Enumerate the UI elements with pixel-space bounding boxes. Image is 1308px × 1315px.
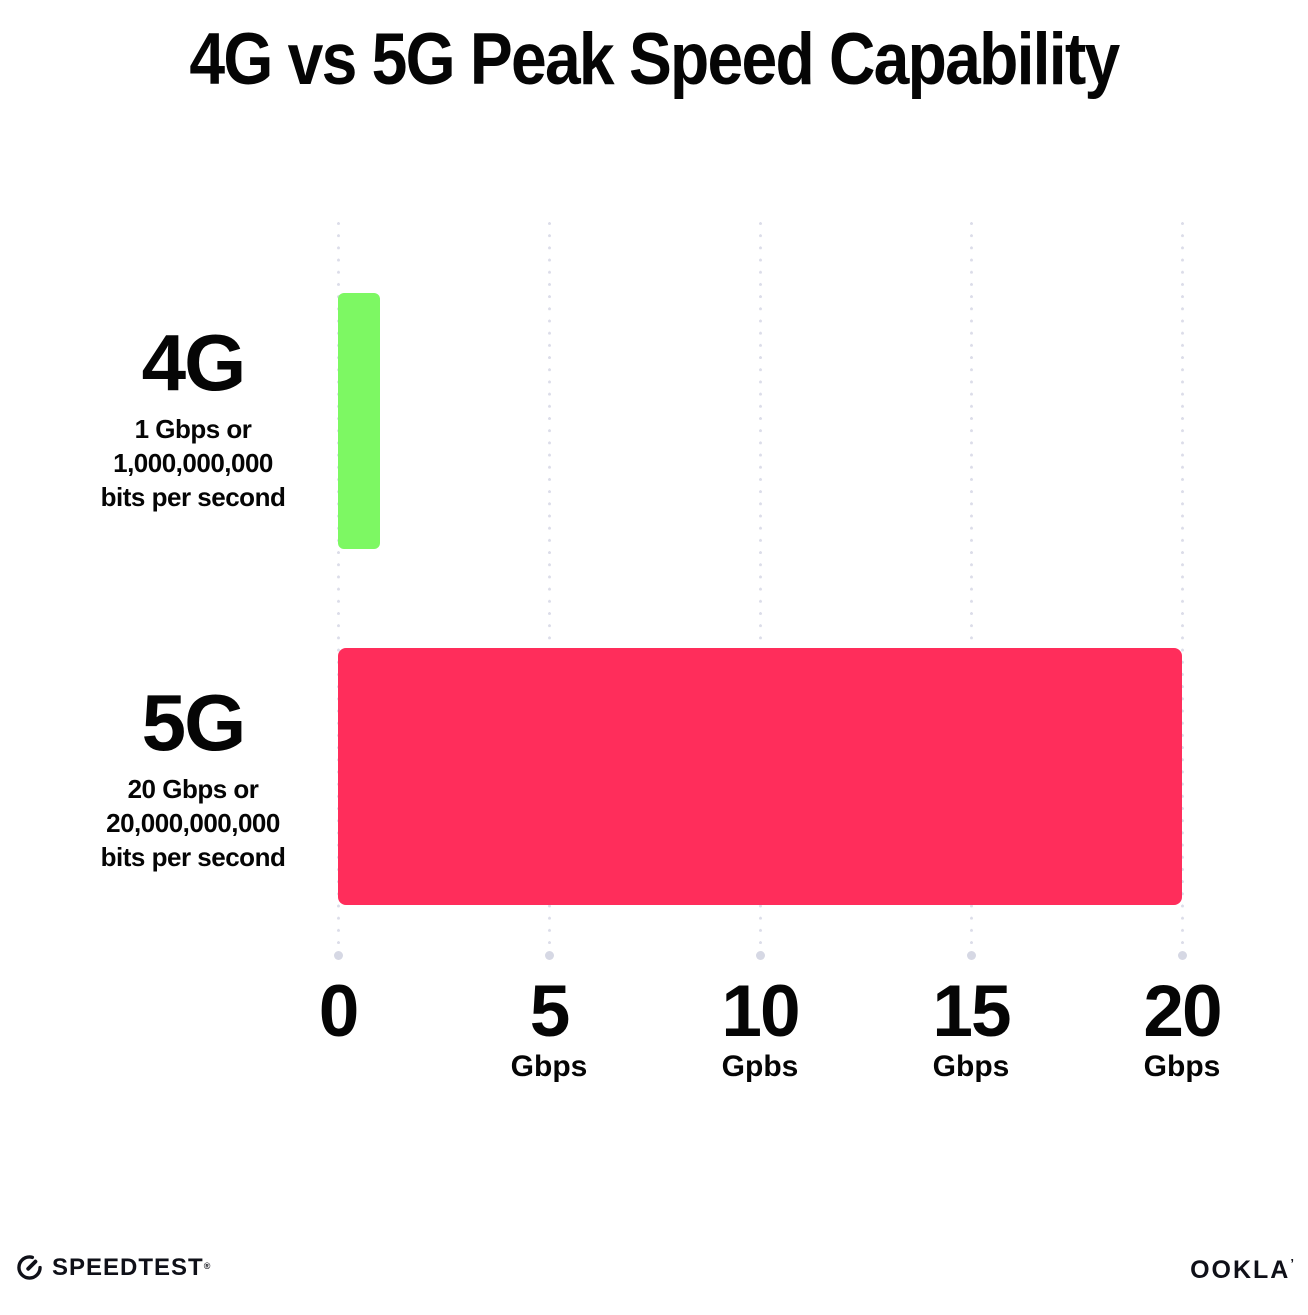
sublabel-line: 20 Gbps or [127, 774, 259, 804]
gridline-end-dot [544, 951, 554, 960]
x-tick-label-5: 5 [529, 971, 571, 1052]
category-label-5g: 5G 20 Gbps or 20,000,000,000 bits per se… [43, 678, 343, 874]
speedtest-logo: SPEEDTEST® [16, 1254, 211, 1281]
speedtest-wordmark-text: SPEEDTEST [52, 1253, 204, 1281]
gridline-15 [969, 222, 973, 948]
x-tick-label-20: 20 [1143, 971, 1222, 1052]
bar-4g [338, 293, 381, 549]
registered-trademark-symbol: ® [203, 1260, 212, 1271]
page-title: 4G vs 5G Peak Speed Capability [0, 18, 1308, 102]
sublabel-line: 20,000,000,000 [106, 808, 280, 838]
x-tick-label-10: 10 [721, 971, 800, 1052]
sublabel-line: 1 Gbps or [134, 414, 252, 444]
gridline-20 [1180, 222, 1184, 948]
x-tick-label-15: 15 [932, 971, 1011, 1052]
x-tick-label-0: 0 [318, 971, 360, 1052]
x-tick-unit-15: Gbps [932, 1050, 1010, 1083]
gridline-5 [547, 222, 551, 948]
gridline-end-dot [966, 951, 976, 960]
gridline-0 [336, 222, 340, 948]
sublabel-line: bits per second [100, 842, 286, 872]
category-sublabel-4g: 1 Gbps or 1,000,000,000 bits per second [43, 412, 343, 514]
trademark-tick: ’ [1290, 1256, 1294, 1271]
ookla-wordmark-text: OOKLA [1190, 1256, 1291, 1284]
speedtest-wordmark: SPEEDTEST® [52, 1253, 212, 1281]
gridline-10 [758, 222, 762, 948]
x-tick-unit-5: Gbps [510, 1050, 588, 1083]
gridline-end-dot [1177, 951, 1187, 960]
category-name-4g: 4G [141, 318, 247, 407]
sublabel-line: 1,000,000,000 [113, 448, 273, 478]
x-tick-unit-20: Gbps [1143, 1050, 1221, 1083]
gridline-end-dot [755, 951, 765, 960]
gauge-icon [17, 1255, 42, 1280]
x-tick-unit-10: Gpbs [721, 1050, 799, 1083]
category-name-5g: 5G [141, 678, 247, 767]
category-sublabel-5g: 20 Gbps or 20,000,000,000 bits per secon… [43, 772, 343, 874]
ookla-logo: OOKLA’ [1190, 1256, 1294, 1284]
bar-5g [338, 648, 1182, 905]
gridline-end-dot [333, 951, 343, 960]
page-title-text: 4G vs 5G Peak Speed Capability [189, 19, 1120, 100]
category-label-4g: 4G 1 Gbps or 1,000,000,000 bits per seco… [43, 318, 343, 514]
sublabel-line: bits per second [100, 482, 286, 512]
